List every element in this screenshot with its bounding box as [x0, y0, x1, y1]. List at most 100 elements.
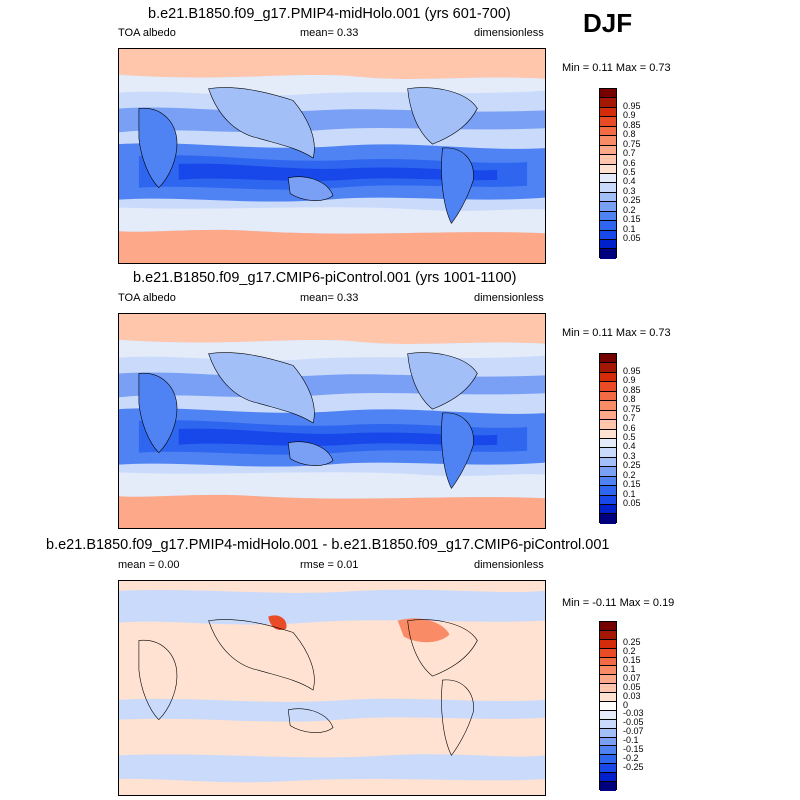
colorbar-tick-label: 0.8 [623, 129, 636, 140]
colorbar-box [600, 495, 616, 505]
colorbar-box [600, 363, 616, 373]
colorbar-box [600, 675, 616, 685]
colorbar-box [600, 666, 616, 676]
colorbar-tick-label: 0.1 [623, 223, 636, 234]
antarctic-high-albedo [119, 494, 545, 528]
season-label: DJF [583, 8, 633, 38]
colorbar-box [600, 98, 616, 108]
panel2-colorbar [599, 353, 617, 524]
panel3-colorbar [599, 621, 617, 791]
colorbar-box [600, 693, 616, 703]
colorbar-tick-label: 0.15 [623, 655, 641, 666]
panel1-title: b.e21.B1850.f09_g17.PMIP4-midHolo.001 (y… [148, 6, 511, 22]
colorbar-box [600, 136, 616, 146]
tropical-negative-band [119, 698, 545, 722]
colorbar-tick-label: -0.07 [623, 726, 644, 737]
asia-outline [208, 619, 315, 691]
colorbar-box [600, 755, 616, 765]
colorbar-tick-label: 0.1 [623, 488, 636, 499]
north-america-positive-anomaly [397, 618, 450, 643]
colorbar-tick-label: -0.15 [623, 743, 644, 754]
colorbar-box [600, 764, 616, 774]
colorbar-tick-label: 0.2 [623, 204, 636, 215]
north-america-outline [407, 87, 478, 145]
panel1-colorbar [599, 88, 617, 259]
panel3-units-label: dimensionless [474, 559, 544, 571]
colorbar-box [600, 746, 616, 756]
panel1-units-label: dimensionless [474, 27, 544, 39]
panel2-map-svg [119, 314, 545, 528]
colorbar-tick-label: 0.25 [623, 460, 641, 471]
arctic-high-albedo [119, 49, 545, 80]
panel1-variable-label: TOA albedo [118, 27, 176, 39]
colorbar-tick-label: 0.25 [623, 637, 641, 648]
colorbar-box [600, 467, 616, 477]
colorbar-box [600, 164, 616, 174]
colorbar-tick-label: 0.75 [623, 138, 641, 149]
colorbar-tick-label: 0.15 [623, 479, 641, 490]
tropical-darkest [178, 163, 498, 181]
australia-outline [287, 441, 334, 466]
colorbar-box [600, 221, 616, 231]
colorbar-box [600, 505, 616, 515]
colorbar-tick-label: 0.07 [623, 672, 641, 683]
colorbar-box [600, 126, 616, 137]
colorbar-tick-label: 0.5 [623, 432, 636, 442]
colorbar-box [600, 438, 616, 449]
panel1-map [118, 48, 546, 264]
colorbar-box [600, 737, 616, 747]
colorbar-tick-label: 0.05 [623, 498, 641, 509]
colorbar-box [600, 630, 616, 640]
colorbar-box [600, 457, 616, 468]
colorbar-box [600, 391, 616, 402]
colorbar-tick-label: -0.05 [623, 717, 644, 728]
australia-outline [287, 708, 334, 733]
colorbar-box [600, 622, 616, 631]
colorbar-tick-label: 0.85 [623, 384, 641, 395]
panel2-mean-label: mean= 0.33 [300, 292, 359, 304]
panel3-rmse-label: rmse = 0.01 [300, 559, 359, 571]
colorbar-box [600, 684, 616, 694]
panel3-title: b.e21.B1850.f09_g17.PMIP4-midHolo.001 - … [46, 537, 610, 553]
panel2-map [118, 313, 546, 529]
colorbar-box [600, 192, 616, 203]
colorbar-box [600, 354, 616, 364]
colorbar-box [600, 657, 616, 667]
colorbar-tick-label: 0.4 [623, 441, 636, 452]
colorbar-box [600, 117, 616, 127]
colorbar-box [600, 230, 616, 240]
colorbar-box [600, 773, 616, 783]
colorbar-tick-label: 0.6 [623, 422, 636, 433]
colorbar-tick-label: 0.3 [623, 185, 636, 196]
colorbar-tick-label: 0.9 [623, 375, 636, 386]
southern-ocean [119, 207, 545, 234]
colorbar-box [600, 173, 616, 184]
colorbar-box [600, 648, 616, 658]
asia-outline [208, 87, 315, 159]
panel3-minmax: Min = -0.11 Max = 0.19 [562, 597, 675, 609]
colorbar-tick-label: 0.7 [623, 148, 636, 159]
colorbar-tick-label: -0.25 [623, 761, 644, 772]
colorbar-tick-label: -0.03 [623, 708, 644, 719]
colorbar-tick-label: 0.1 [623, 663, 636, 674]
panel1-map-svg [119, 49, 545, 263]
panel1-colorbar-ticks: 0.95 0.9 0.85 0.8 0.75 0.7 0.6 0.5 0.4 0.3 0.25 0.2… [623, 88, 663, 258]
colorbar-box [600, 448, 616, 458]
arctic-high-albedo [119, 314, 545, 345]
north-negative-band [119, 589, 545, 625]
colorbar-tick-label: 0.95 [623, 100, 641, 111]
colorbar-tick-label: 0.3 [623, 450, 636, 461]
panel2-title: b.e21.B1850.f09_g17.CMIP6-piControl.001 … [133, 270, 517, 286]
colorbar-tick-label: 0.2 [623, 469, 636, 480]
colorbar-box [600, 639, 616, 649]
colorbar-box [600, 372, 616, 383]
colorbar-box [600, 420, 616, 430]
colorbar-box [600, 240, 616, 250]
colorbar-box [600, 429, 616, 439]
colorbar-box [600, 719, 616, 729]
colorbar-tick-label: 0.5 [623, 167, 636, 177]
colorbar-box [600, 702, 616, 711]
colorbar-tick-label: 0.05 [623, 681, 641, 692]
south-america-outline [441, 679, 474, 756]
colorbar-box [600, 183, 616, 193]
